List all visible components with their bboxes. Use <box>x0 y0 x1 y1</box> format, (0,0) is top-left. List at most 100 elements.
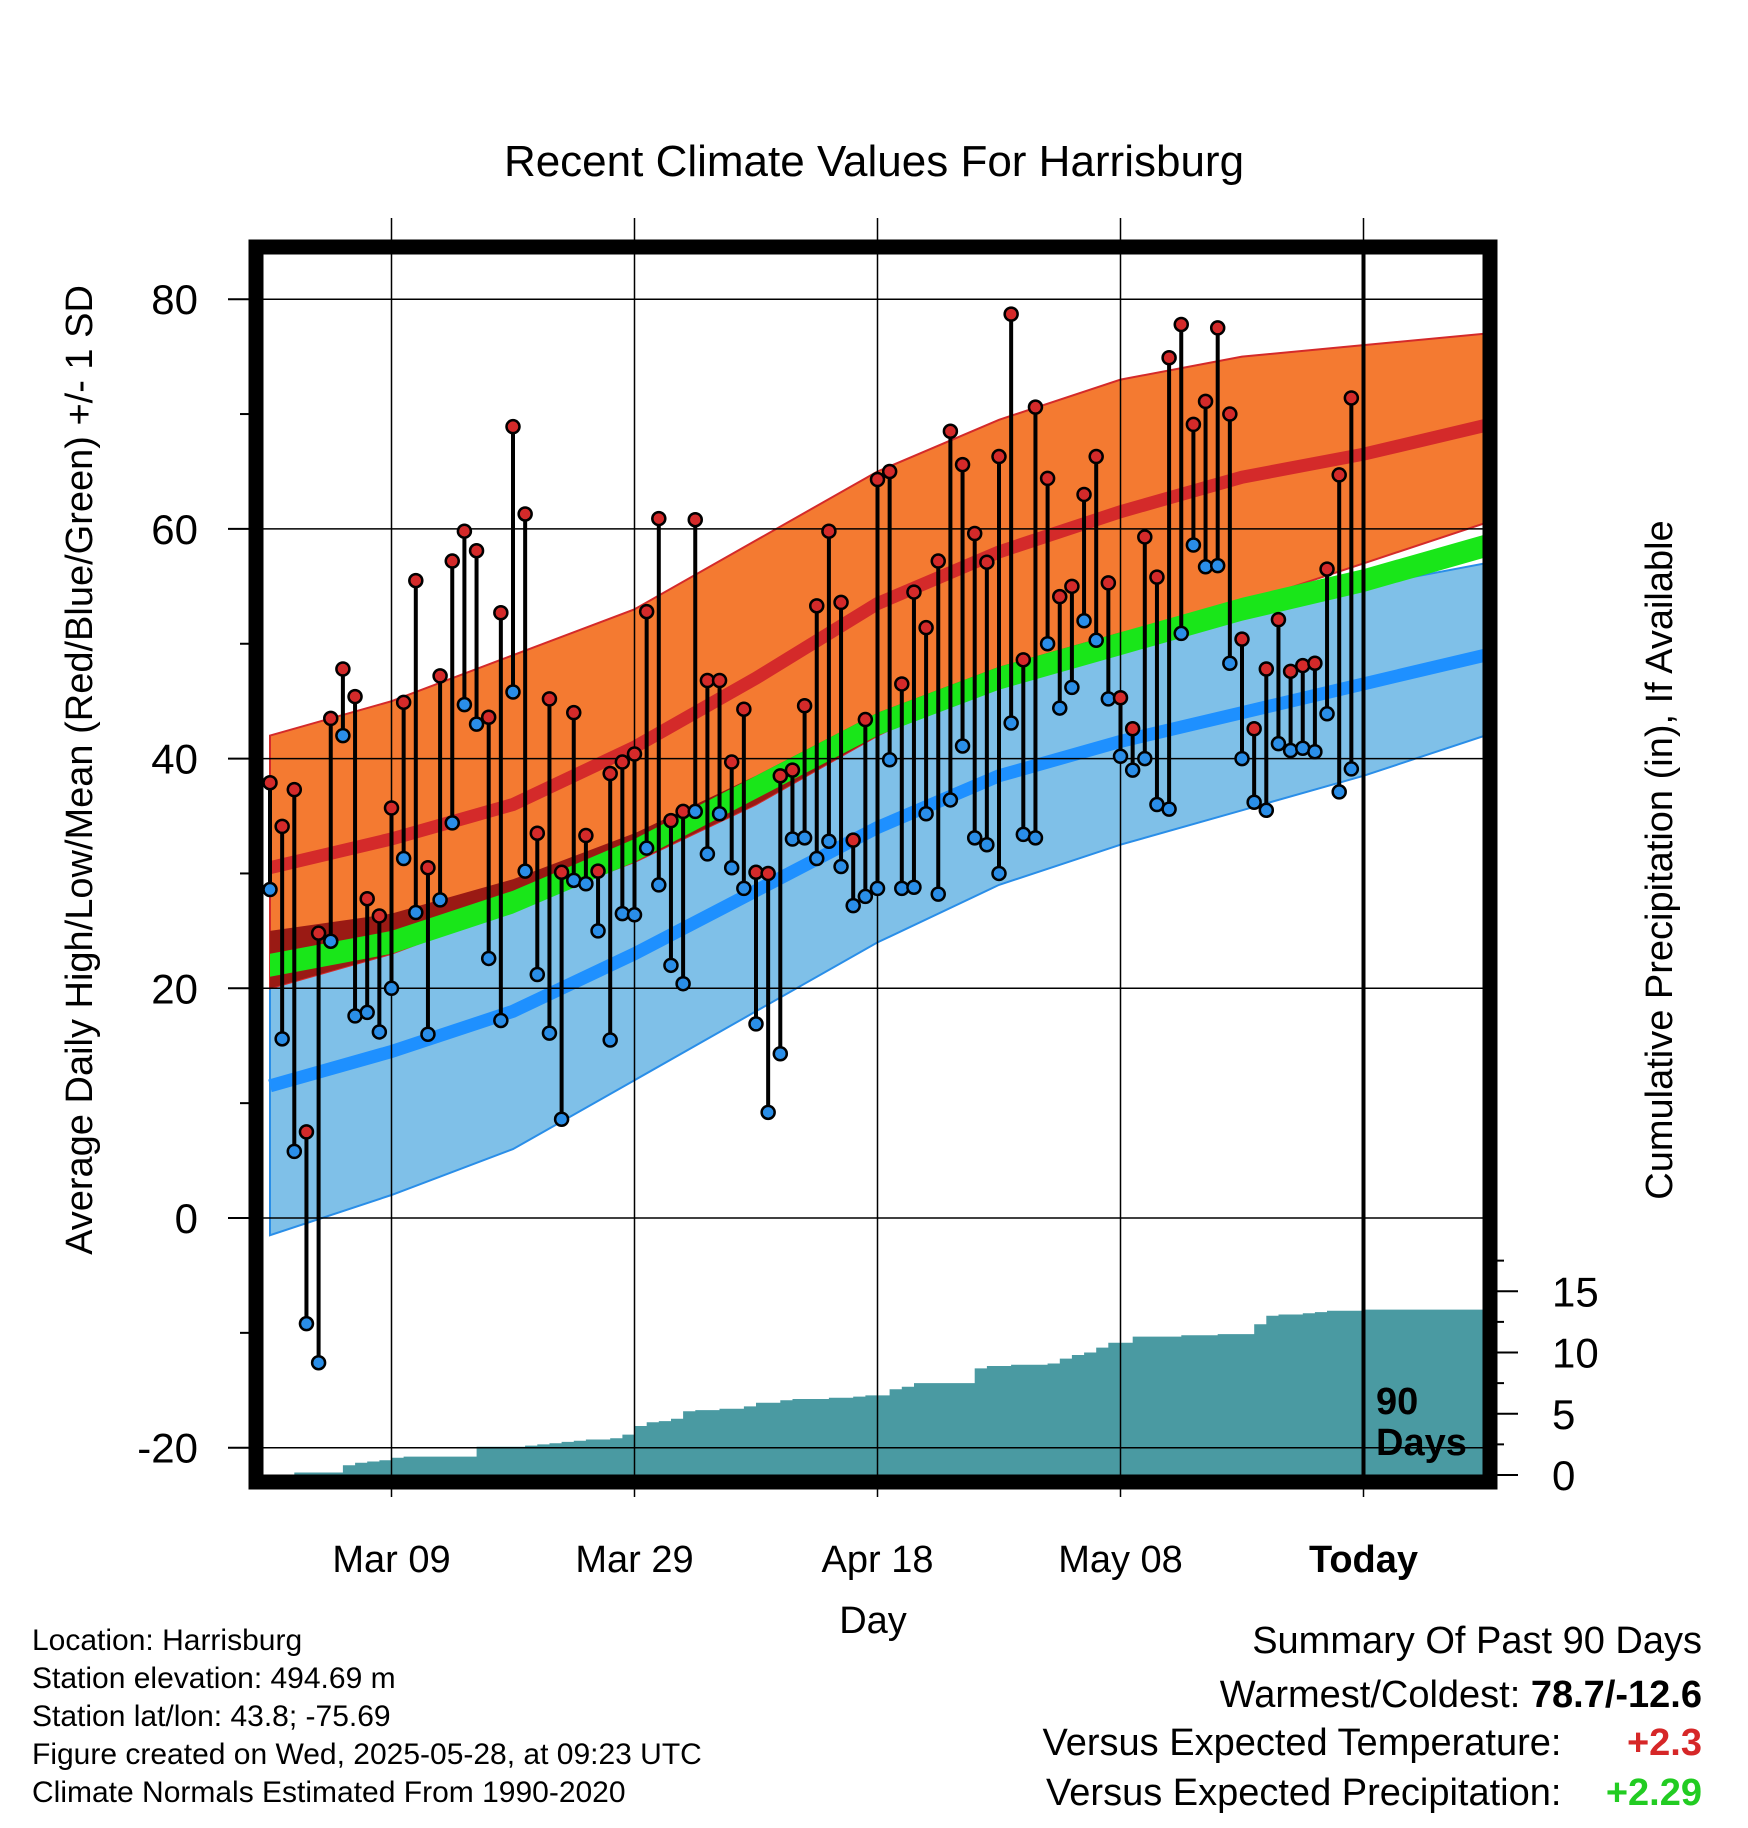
low-point <box>1246 794 1262 810</box>
low-point <box>1343 761 1360 777</box>
high-point <box>359 890 375 907</box>
high-point <box>1015 652 1032 668</box>
daily-high-low-bars <box>263 306 1360 1371</box>
x-tick-label: Mar 29 <box>575 1539 693 1581</box>
x-axis-label: Day <box>839 1600 907 1642</box>
low-point <box>359 1004 375 1021</box>
high-point <box>663 812 679 829</box>
high-point <box>371 908 388 924</box>
low-point <box>723 859 740 876</box>
y2-tick-label: 5 <box>1552 1391 1575 1438</box>
low-point <box>578 876 594 892</box>
low-point <box>1137 750 1153 767</box>
low-point <box>383 980 400 997</box>
y-tick-label: 0 <box>175 1195 198 1242</box>
low-point <box>821 833 837 850</box>
low-point <box>626 907 643 923</box>
low-point <box>286 1143 303 1160</box>
low-point <box>493 1012 509 1029</box>
grid <box>263 218 1483 1497</box>
high-point <box>383 800 400 816</box>
high-point <box>553 864 570 881</box>
high-point <box>395 694 412 711</box>
high-point <box>1295 657 1311 674</box>
high-point <box>711 672 728 689</box>
low-point <box>505 684 521 700</box>
high-point <box>930 553 946 569</box>
high-point <box>809 598 825 614</box>
high-point <box>1307 655 1323 672</box>
low-point <box>1173 625 1189 642</box>
high-point <box>529 825 546 842</box>
high-point <box>796 698 813 714</box>
low-point <box>335 727 351 744</box>
high-point <box>626 746 643 762</box>
info-location: Location: Harrisburg <box>32 1624 303 1657</box>
y-tick-label: 40 <box>151 736 198 783</box>
y2-tick-label: 15 <box>1552 1268 1599 1315</box>
high-point <box>772 768 789 784</box>
low-point <box>906 879 922 895</box>
low-point <box>675 975 691 992</box>
low-point <box>1076 613 1092 629</box>
high-point <box>638 603 655 620</box>
low-point <box>638 840 655 856</box>
low-point <box>1003 715 1019 731</box>
low-point <box>869 880 886 897</box>
high-point <box>286 781 303 798</box>
low-point <box>553 1111 570 1127</box>
summary-warm-cold: Warmest/Coldest: 78.7/-12.6 <box>1220 1674 1702 1717</box>
y-tick-label: 60 <box>151 506 198 553</box>
high-point <box>335 661 351 677</box>
low-point <box>711 805 728 822</box>
low-point <box>408 904 424 921</box>
low-point <box>420 1026 436 1042</box>
high-point <box>651 510 667 527</box>
high-point <box>1100 575 1117 591</box>
low-point <box>845 897 861 914</box>
high-point <box>954 456 971 473</box>
high-point <box>1149 569 1165 585</box>
high-point <box>578 827 594 844</box>
temp-label: Versus Expected Temperature: <box>1042 1722 1562 1764</box>
high-point <box>1282 663 1299 680</box>
summary-precip: Versus Expected Precipitation: +2.29 <box>1046 1772 1702 1815</box>
high-point <box>1209 320 1226 336</box>
warm-cold-value: 78.7/-12.6 <box>1530 1674 1702 1716</box>
low-point <box>1307 743 1323 760</box>
high-point <box>444 553 460 569</box>
warm-cold-label: Warmest/Coldest: <box>1219 1674 1531 1716</box>
y-tick-label: -20 <box>137 1425 198 1472</box>
precip-value: +2.29 <box>1605 1772 1702 1814</box>
today-marker-label-2: Days <box>1376 1422 1467 1464</box>
low-point <box>1319 706 1335 722</box>
high-point <box>979 554 995 570</box>
precip-area <box>270 1309 1483 1475</box>
high-point <box>906 584 922 600</box>
today-marker-label-1: 90 <box>1376 1381 1418 1423</box>
high-point <box>942 423 959 440</box>
low-point <box>323 933 339 949</box>
x-tick-label: May 08 <box>1058 1539 1183 1581</box>
low-point <box>748 1016 764 1032</box>
low-point <box>966 830 983 846</box>
high-point <box>1246 720 1262 737</box>
high-point <box>1027 399 1044 415</box>
y-tick-label: 20 <box>151 965 198 1012</box>
low-point <box>456 696 473 713</box>
high-point <box>1076 486 1092 503</box>
high-point <box>1003 306 1019 322</box>
high-point <box>1161 350 1177 366</box>
low-point <box>1064 679 1080 696</box>
axes: -20 0 20 40 60 80 0 5 10 15 Mar 09 Mar 29 Apr 18 May … <box>137 276 1598 1581</box>
low-point <box>432 892 448 908</box>
precip-label: Versus Expected Precipitation: <box>1046 1772 1562 1814</box>
info-normals: Climate Normals Estimated From 1990-2020 <box>32 1776 626 1809</box>
high-point <box>1137 529 1153 545</box>
low-point <box>979 836 995 853</box>
high-point <box>1052 588 1068 605</box>
high-point <box>723 754 740 770</box>
high-point <box>1124 720 1141 737</box>
info-created: Figure created on Wed, 2025-05-28, at 09… <box>32 1738 702 1771</box>
high-point <box>566 704 582 721</box>
